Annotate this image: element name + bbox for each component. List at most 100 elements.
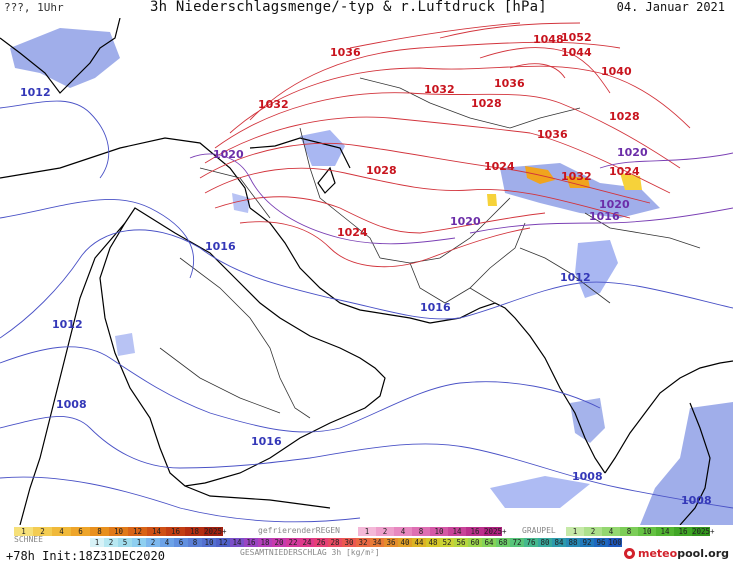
precip-patch <box>570 398 605 443</box>
precip-patch <box>232 193 250 213</box>
isobars-low <box>0 100 733 523</box>
legend-swatch: 4 <box>394 527 412 536</box>
isobar-label: 1024 <box>484 160 515 173</box>
isobar-label: 1024 <box>609 165 640 178</box>
legend-swatch: 40 <box>398 538 412 547</box>
run-info: +78h Init:18Z31DEC2020 <box>6 549 165 563</box>
legend-swatch: 18 <box>258 538 272 547</box>
isobar-label: 1020 <box>599 198 630 211</box>
isobar-label: 1032 <box>424 83 455 96</box>
map-date: 04. Januar 2021 <box>616 0 725 14</box>
legend-swatch: 4 <box>52 527 71 536</box>
brand-logo[interactable]: meteo pool.org <box>624 547 729 560</box>
legend-swatch: 1 <box>566 527 584 536</box>
isobar-label: 1008 <box>56 398 87 411</box>
borders <box>159 77 701 419</box>
isobars-high <box>199 22 691 268</box>
isobar-label: 1028 <box>366 164 397 177</box>
legend-swatch: 56 <box>454 538 468 547</box>
legend-swatch: 10 <box>638 527 656 536</box>
legend-swatch: 16 <box>166 527 185 536</box>
legend-swatch: 10 <box>202 538 216 547</box>
legend-swatch: 88 <box>566 538 580 547</box>
snow-caption: SCHNEE <box>14 535 43 544</box>
total-precip-scale: 1 2 5 1 2 4 6 8 10 12 14 16 18 20 22 24 26 28 30 32 34 36 40 44… <box>90 538 622 547</box>
brand-icon <box>624 548 635 559</box>
legend-swatch: 72 <box>510 538 524 547</box>
precip-patch <box>566 176 590 188</box>
isobar-label: 1036 <box>494 77 525 90</box>
graupel-caption: GRAUPEL <box>522 526 556 535</box>
legend-swatch: 100 <box>608 538 622 547</box>
brand-name-part1: meteo <box>638 547 678 560</box>
legend-swatch: 10 <box>109 527 128 536</box>
legend-swatch: 4 <box>160 538 174 547</box>
map-canvas <box>0 18 733 525</box>
legend-swatch: 2025+ <box>692 527 715 536</box>
precip-patch <box>487 194 497 206</box>
legend-swatch: 26 <box>314 538 328 547</box>
legend-swatch: 14 <box>448 527 466 536</box>
isobar-label: 1028 <box>471 97 502 110</box>
freezing-rain-caption: gefrierenderREGEN <box>258 526 340 535</box>
isobar-label: 1008 <box>572 470 603 483</box>
brand-name-part2: pool.org <box>677 547 729 560</box>
legend-swatch: 2 <box>376 527 394 536</box>
map-title: 3h Niederschlagsmenge/-typ & r.Luftdruck… <box>150 0 547 15</box>
legend-swatch: 14 <box>230 538 244 547</box>
isobar-label: 1016 <box>420 301 451 314</box>
isobar-label: 1036 <box>330 46 361 59</box>
isobar-label: 1040 <box>601 65 632 78</box>
legend-swatch: 64 <box>482 538 496 547</box>
isobar-label: 1012 <box>20 86 51 99</box>
isobar-label: 1016 <box>589 210 620 223</box>
isobar-label: 1024 <box>337 226 368 239</box>
legend-swatch: 96 <box>594 538 608 547</box>
precipitation-legend: 1 2 4 6 8 10 12 14 16 18 2025+ gefrierenderREGEN 1… <box>0 525 733 566</box>
total-precip-caption: GESAMTNIEDERSCHLAG 3h [kg/m²] <box>240 548 380 557</box>
legend-swatch: 10 <box>430 527 448 536</box>
isobar-label: 1036 <box>537 128 568 141</box>
precip-patch <box>115 333 135 356</box>
precip-patch <box>620 173 642 190</box>
legend-swatch: 34 <box>370 538 384 547</box>
legend-swatch: 1 <box>90 538 104 547</box>
isobar-label: 1032 <box>258 98 289 111</box>
legend-swatch: 14 <box>147 527 166 536</box>
legend-swatch: 8 <box>90 527 109 536</box>
legend-swatch: 60 <box>468 538 482 547</box>
legend-swatch: 2 <box>146 538 160 547</box>
legend-swatch: 18 <box>185 527 204 536</box>
legend-swatch: 16 <box>674 527 692 536</box>
legend-swatch: 76 <box>524 538 538 547</box>
legend-swatch: 6 <box>174 538 188 547</box>
legend-swatch: 4 <box>602 527 620 536</box>
isobar-label: 1044 <box>561 46 592 59</box>
legend-swatch: 2 <box>584 527 602 536</box>
isobar-label: 1032 <box>561 170 592 183</box>
legend-swatch: 28 <box>328 538 342 547</box>
isobar-label: 1016 <box>205 240 236 253</box>
legend-swatch: 2 <box>33 527 52 536</box>
legend-swatch: 16 <box>244 538 258 547</box>
legend-swatch: 48 <box>426 538 440 547</box>
snow-scale: 1 2 4 6 8 10 12 14 16 18 2025+ <box>14 527 227 536</box>
isobar-label: 1020 <box>617 146 648 159</box>
isobars-mid <box>189 152 733 245</box>
legend-swatch: 8 <box>620 527 638 536</box>
legend-swatch: 68 <box>496 538 510 547</box>
valid-time-label: ???, 1Uhr <box>4 1 64 14</box>
precip-patch <box>490 476 590 508</box>
isobar-label: 1048 <box>533 33 564 46</box>
isobar-label: 1012 <box>52 318 83 331</box>
legend-swatch: 5 <box>118 538 132 547</box>
weather-map[interactable]: 1036 1048 1052 1044 1040 1032 1036 1032 … <box>0 18 733 525</box>
legend-swatch: 80 <box>538 538 552 547</box>
legend-swatch: 32 <box>356 538 370 547</box>
legend-swatch: 12 <box>216 538 230 547</box>
legend-swatch: 14 <box>656 527 674 536</box>
legend-swatch: 2025+ <box>484 527 507 536</box>
legend-swatch: 22 <box>286 538 300 547</box>
legend-swatch: 20 <box>272 538 286 547</box>
legend-swatch: 2025+ <box>204 527 227 536</box>
